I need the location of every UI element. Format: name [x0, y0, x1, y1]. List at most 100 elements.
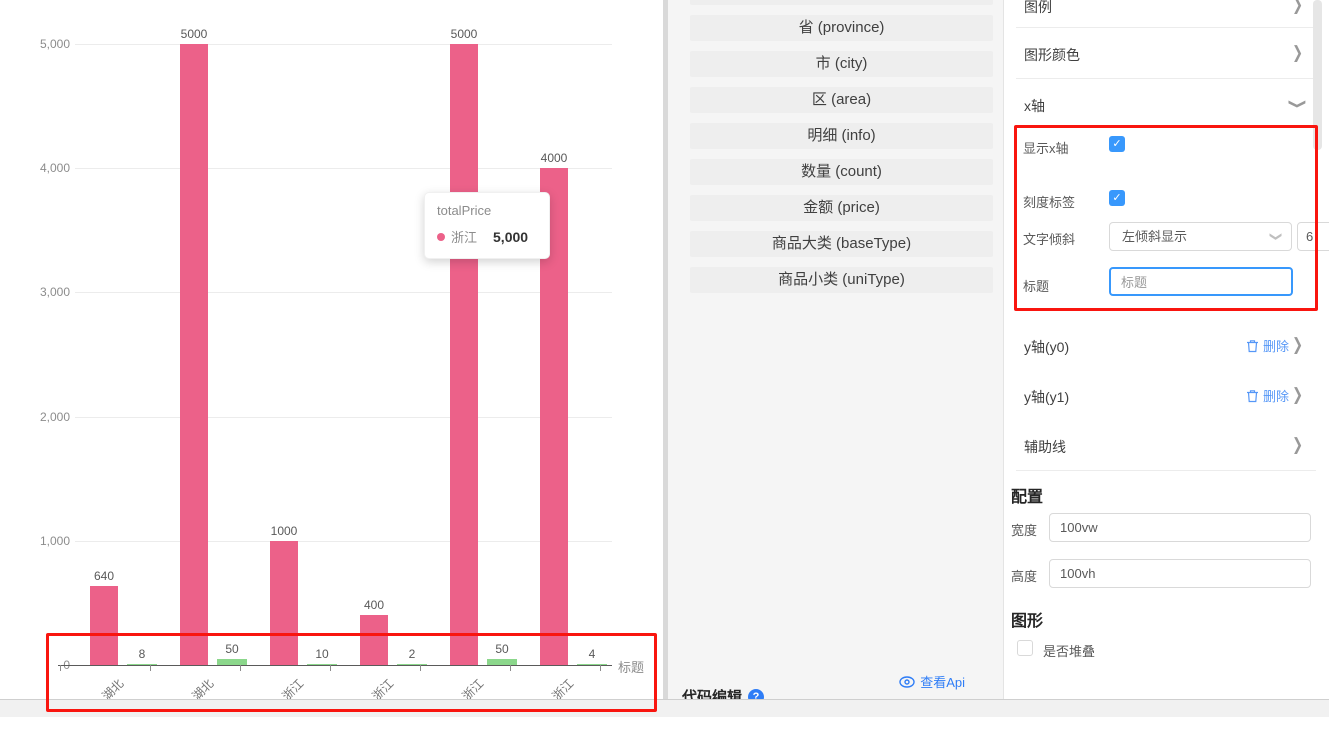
- x-axis-tick: [330, 665, 331, 671]
- bar-count[interactable]: [307, 663, 337, 665]
- gridline: [75, 44, 612, 45]
- field-row[interactable]: 商品小类 (uniType): [690, 267, 993, 293]
- bar-value-label: 2: [408, 646, 416, 661]
- x-axis-line: [58, 665, 612, 666]
- field-row[interactable]: 市 (city): [690, 51, 993, 77]
- stack-label: 是否堆叠: [1043, 644, 1096, 659]
- scrollbar-thumb[interactable]: [1313, 0, 1322, 150]
- section-legend[interactable]: 图例: [1024, 0, 1052, 15]
- height-input[interactable]: [1049, 559, 1311, 588]
- slant-angle-input[interactable]: [1297, 222, 1329, 251]
- field-list-panel: 省 (province) 市 (city) 区 (area) 明细 (info) 数量 …: [663, 0, 1003, 717]
- stack-checkbox[interactable]: [1017, 640, 1033, 656]
- chart-plot: 5,0004,0003,0002,0001,00006408湖北500050湖北…: [0, 0, 663, 717]
- text-slant-value: 左倾斜显示: [1122, 229, 1188, 244]
- trash-icon: [1246, 339, 1259, 353]
- bar-value-label: 5000: [180, 27, 208, 41]
- gridline: [75, 168, 612, 170]
- delete-y0-button[interactable]: 删除: [1246, 336, 1289, 355]
- field-row[interactable]: 金额 (price): [690, 195, 993, 221]
- bar-value-label: 640: [93, 568, 115, 583]
- y-axis-tick-label: 1,000: [39, 533, 70, 548]
- x-axis-tick: [240, 665, 241, 671]
- chart-tooltip: totalPrice 浙江 5,000: [424, 192, 550, 259]
- bar-totalprice[interactable]: [270, 540, 298, 665]
- width-input[interactable]: [1049, 513, 1311, 542]
- bar-value-label: 10: [315, 646, 329, 661]
- bar-value-label: 8: [138, 646, 146, 661]
- section-aux-line[interactable]: 辅助线: [1024, 439, 1066, 455]
- y-axis-tick-label: 2,000: [39, 409, 70, 424]
- bar-value-label: 4: [588, 646, 596, 661]
- bar-value-label: 400: [363, 598, 385, 613]
- y-axis-tick-label: 4,000: [39, 161, 70, 176]
- x-axis-tick: [600, 665, 601, 671]
- field-row[interactable]: 商品大类 (baseType): [690, 231, 993, 257]
- bar-totalprice[interactable]: [180, 44, 208, 665]
- tooltip-title: totalPrice: [437, 203, 492, 218]
- view-api-label: 查看Api: [920, 675, 965, 690]
- text-slant-label: 文字倾斜: [1023, 232, 1076, 247]
- bar-count[interactable]: [127, 663, 157, 665]
- delete-label: 删除: [1262, 339, 1289, 354]
- bar-value-label: 4000: [540, 151, 568, 166]
- bar-count[interactable]: [217, 658, 247, 665]
- section-x-axis[interactable]: x轴: [1024, 98, 1045, 114]
- bar-count[interactable]: [577, 663, 607, 665]
- tick-label-checkbox[interactable]: ✓: [1109, 190, 1125, 206]
- axis-title-input[interactable]: [1109, 267, 1293, 296]
- gridline: [75, 540, 612, 542]
- bar-value-label: 50: [225, 641, 239, 656]
- y-axis-tick-label: 5,000: [39, 37, 70, 51]
- eye-icon: [899, 675, 915, 688]
- height-label: 高度: [1011, 569, 1038, 584]
- section-y-axis-0[interactable]: y轴(y0): [1024, 339, 1070, 355]
- show-x-axis-label: 显示x轴: [1023, 141, 1069, 156]
- delete-label: 删除: [1262, 389, 1289, 404]
- chevron-right-icon[interactable]: ❯: [1292, 384, 1303, 405]
- tooltip-series-label: 浙江: [451, 230, 478, 245]
- tooltip-series-dot: [437, 232, 445, 241]
- tooltip-value: 5,000: [493, 228, 529, 245]
- chevron-right-icon[interactable]: ❯: [1292, 42, 1303, 63]
- x-axis-tick: [150, 665, 151, 671]
- bar-value-label: 5000: [450, 27, 478, 41]
- field-row[interactable]: 明细 (info): [690, 123, 993, 149]
- axis-title-label: 标题: [1023, 279, 1050, 294]
- field-row[interactable]: 数量 (count): [690, 159, 993, 185]
- x-axis-title: 标题: [618, 660, 645, 675]
- text-slant-select[interactable]: 左倾斜显示 ❯: [1109, 222, 1292, 251]
- chevron-right-icon[interactable]: ❯: [1292, 434, 1303, 455]
- bar-value-label: 50: [495, 641, 509, 656]
- x-axis-tick: [510, 665, 511, 671]
- annotation-box-x-axis-config: [1014, 125, 1318, 311]
- x-axis-tick: [420, 665, 421, 671]
- chevron-right-icon[interactable]: ❯: [1292, 334, 1303, 355]
- bar-totalprice[interactable]: [450, 44, 478, 665]
- tick-label-label: 刻度标签: [1023, 195, 1076, 210]
- shape-heading: 图形: [1011, 613, 1044, 630]
- config-heading: 配置: [1011, 489, 1044, 506]
- section-y-axis-1[interactable]: y轴(y1): [1024, 389, 1070, 405]
- settings-panel: 图例 ❯ 图形颜色 ❯ x轴 ❯ 显示x轴 ✓ 刻度标签 ✓ 文字倾斜 左倾斜显…: [1003, 0, 1329, 717]
- y-axis-tick-label: 3,000: [39, 285, 70, 300]
- bar-totalprice[interactable]: [360, 615, 388, 665]
- chevron-down-icon[interactable]: ❯: [1288, 98, 1308, 110]
- bar-count[interactable]: [487, 658, 517, 665]
- gridline: [75, 292, 612, 294]
- width-label: 宽度: [1011, 523, 1038, 538]
- view-api-link[interactable]: 查看Api: [899, 672, 965, 691]
- section-shape-color[interactable]: 图形颜色: [1024, 47, 1080, 63]
- delete-y1-button[interactable]: 删除: [1246, 386, 1289, 405]
- chart-region: 5,0004,0003,0002,0001,00006408湖北500050湖北…: [0, 0, 663, 717]
- show-x-axis-checkbox[interactable]: ✓: [1109, 136, 1125, 152]
- field-row-clipped[interactable]: [690, 0, 993, 5]
- trash-icon: [1246, 389, 1259, 403]
- annotation-box-x-axis: [46, 633, 657, 712]
- bar-count[interactable]: [397, 663, 427, 665]
- bar-totalprice[interactable]: [90, 585, 118, 665]
- bar-value-label: 1000: [270, 523, 298, 538]
- chevron-right-icon[interactable]: ❯: [1292, 0, 1303, 15]
- field-row[interactable]: 区 (area): [690, 87, 993, 113]
- field-row[interactable]: 省 (province): [690, 15, 993, 41]
